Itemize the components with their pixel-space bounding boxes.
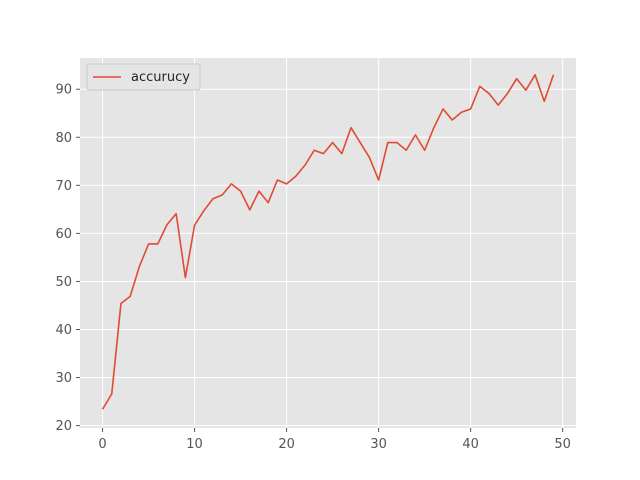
legend: accurucy [86,63,201,91]
series-group [101,74,555,410]
legend-box [86,63,201,91]
plot-area-background [80,58,576,428]
y-tick-label: 20 [55,419,72,434]
y-axis-ticks: 20 30 40 50 60 70 80 90 [55,83,80,434]
y-tick-label: 30 [55,371,72,386]
y-tick-label: 40 [55,323,72,338]
y-tick-label: 50 [55,275,72,290]
y-tick-label: 70 [55,179,72,194]
x-tick-label: 0 [98,437,106,452]
legend-label-accurucy: accurucy [131,70,190,85]
y-tick-label: 90 [55,83,72,98]
x-tick-label: 20 [278,437,295,452]
y-tick-label: 80 [55,131,72,146]
x-tick-label: 10 [186,437,203,452]
y-tick-label: 60 [55,227,72,242]
series-line-accurucy [101,74,555,410]
x-tick-label: 40 [462,437,479,452]
x-tick-label: 50 [554,437,571,452]
x-axis-ticks: 0 10 20 30 40 50 [98,428,571,452]
x-tick-label: 30 [370,437,387,452]
